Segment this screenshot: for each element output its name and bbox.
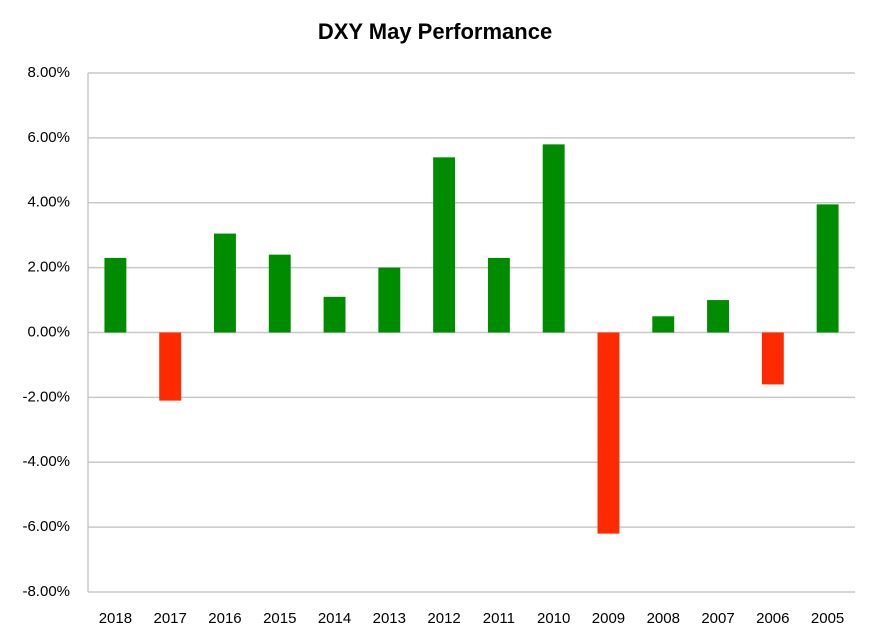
y-tick-label: 0.00%	[27, 323, 70, 340]
bar	[323, 296, 346, 333]
x-tick-label: 2010	[537, 610, 570, 627]
x-tick-label: 2017	[153, 610, 186, 627]
bar	[707, 300, 729, 333]
bar	[378, 267, 401, 333]
y-tick-label: -2.00%	[22, 388, 70, 405]
x-tick-label: 2008	[647, 610, 680, 627]
bar	[487, 257, 510, 333]
bar	[816, 204, 839, 333]
y-tick-label: 2.00%	[27, 259, 70, 276]
y-tick-label: 6.00%	[27, 129, 70, 146]
x-tick-label: 2005	[811, 610, 844, 627]
bar	[542, 144, 565, 333]
bar	[597, 332, 620, 534]
x-tick-label: 2006	[756, 610, 789, 627]
y-tick-label: -4.00%	[22, 453, 70, 470]
y-tick-label: -6.00%	[22, 518, 70, 535]
y-tick-label: 4.00%	[27, 194, 70, 211]
bar	[761, 332, 784, 385]
y-tick-label: -8.00%	[22, 583, 70, 600]
x-tick-label: 2018	[99, 610, 132, 627]
x-tick-label: 2012	[427, 610, 460, 627]
bar	[433, 157, 456, 333]
bar	[214, 233, 236, 333]
x-tick-label: 2011	[483, 610, 515, 627]
bar	[104, 257, 127, 333]
x-tick-label: 2016	[208, 610, 241, 627]
bar	[268, 254, 291, 333]
bar	[652, 316, 675, 333]
bar	[159, 332, 182, 401]
chart-title: DXY May Performance	[318, 19, 552, 44]
x-tick-label: 2009	[592, 610, 625, 627]
y-tick-label: 8.00%	[27, 64, 70, 81]
x-tick-label: 2015	[263, 610, 296, 627]
x-tick-label: 2014	[318, 610, 351, 627]
x-tick-label: 2007	[701, 610, 734, 627]
x-tick-label: 2013	[373, 610, 406, 627]
